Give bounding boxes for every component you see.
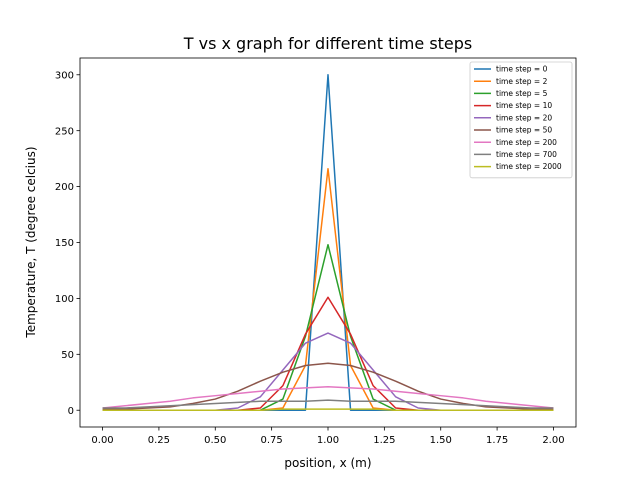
x-tick-label: 1.00 xyxy=(317,435,339,446)
legend-label-6: time step = 200 xyxy=(496,138,557,147)
x-tick-label: 2.00 xyxy=(542,435,564,446)
legend-label-5: time step = 50 xyxy=(496,126,552,135)
legend: time step = 0 time step = 2 time step = 5 t… xyxy=(469,61,573,179)
chart-title: T vs x graph for different time steps xyxy=(183,34,473,53)
legend-label-8: time step = 2000 xyxy=(496,162,562,171)
y-tick-label: 50 xyxy=(61,350,74,361)
legend-label-1: time step = 2 xyxy=(496,77,548,86)
x-tick-label: 0.75 xyxy=(261,435,283,446)
y-tick-label: 200 xyxy=(55,182,74,193)
x-tick-label: 0.25 xyxy=(148,435,170,446)
series-line-6 xyxy=(102,386,554,409)
legend-label-4: time step = 20 xyxy=(496,113,552,122)
x-tick-label: 1.50 xyxy=(430,435,452,446)
legend-label-7: time step = 700 xyxy=(496,150,557,159)
series-line-8 xyxy=(102,408,554,411)
legend-label-3: time step = 10 xyxy=(496,101,552,110)
plot-area: 0.00 0.25 0.50 0.75 1.00 1.25 1.50 1.75 2.00 0 50 1… xyxy=(55,57,577,446)
legend-label-0: time step = 0 xyxy=(496,65,548,74)
x-tick-label: 0.50 xyxy=(204,435,226,446)
y-tick-label: 300 xyxy=(55,70,74,81)
x-tick-label: 1.25 xyxy=(373,435,395,446)
y-tick-label: 250 xyxy=(55,126,74,137)
x-axis-label: position, x (m) xyxy=(284,456,371,470)
y-axis-label: Temperature, T (degree celcius) xyxy=(24,146,38,338)
x-tick-label: 1.75 xyxy=(486,435,508,446)
legend-label-2: time step = 5 xyxy=(496,89,548,98)
series-line-7 xyxy=(102,399,554,409)
y-tick-label: 100 xyxy=(55,294,74,305)
x-tick-label: 0.00 xyxy=(91,435,113,446)
y-tick-label: 150 xyxy=(55,238,74,249)
y-tick-label: 0 xyxy=(68,406,74,417)
legend-box xyxy=(469,61,573,179)
